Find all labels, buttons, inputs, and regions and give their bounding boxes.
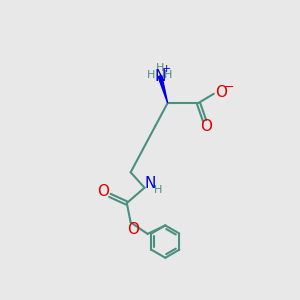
Text: +: + — [161, 64, 171, 74]
Text: H: H — [147, 70, 156, 80]
Text: O: O — [97, 184, 109, 199]
Text: N: N — [154, 68, 166, 83]
Text: O: O — [200, 119, 212, 134]
Text: O: O — [127, 222, 139, 237]
Text: H: H — [164, 70, 172, 80]
Text: H: H — [156, 63, 164, 73]
Text: −: − — [224, 81, 235, 94]
Text: H: H — [153, 185, 162, 195]
Text: O: O — [215, 85, 227, 100]
Polygon shape — [158, 76, 168, 103]
Text: N: N — [144, 176, 156, 191]
